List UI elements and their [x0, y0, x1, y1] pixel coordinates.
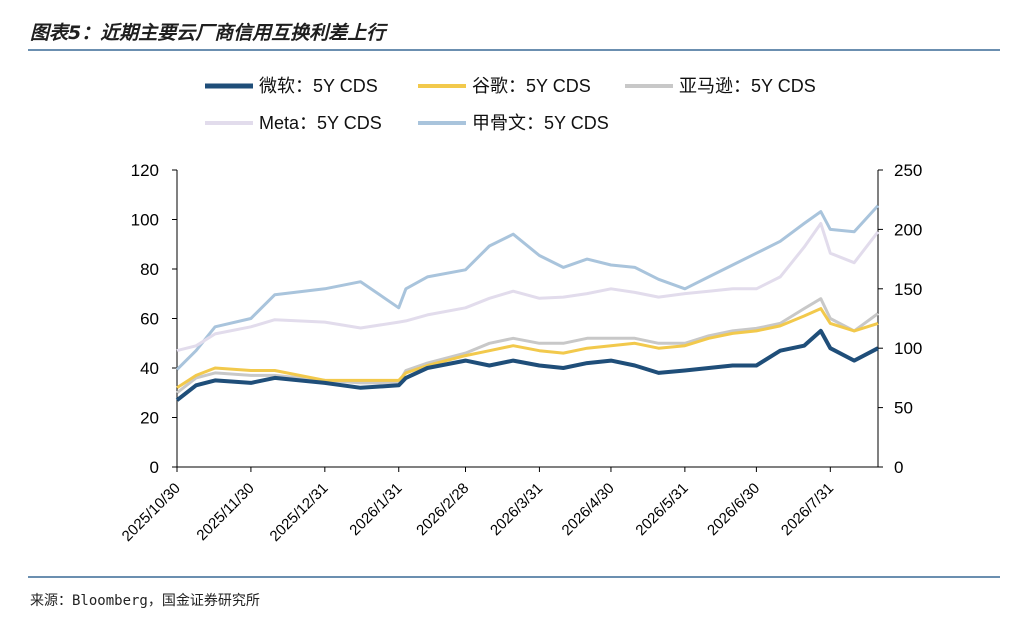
x-tick-label: 2025/10/30 — [119, 480, 184, 545]
legend-label: 谷歌：5Y CDS — [472, 76, 591, 96]
series-line — [175, 328, 879, 402]
x-tick-label: 2026/1/31 — [346, 480, 405, 539]
left-tick-label: 20 — [140, 409, 159, 428]
x-tick-label: 2026/6/30 — [704, 480, 763, 539]
right-tick-label: 200 — [894, 220, 922, 239]
series-line — [176, 297, 879, 394]
left-tick-label: 60 — [140, 310, 159, 329]
legend-label: 微软：5Y CDS — [259, 76, 378, 96]
left-tick-label: 0 — [150, 458, 159, 477]
right-tick-label: 50 — [894, 399, 913, 418]
series-line — [175, 204, 880, 371]
left-tick-label: 80 — [140, 260, 159, 279]
x-tick-label: 2026/2/28 — [413, 480, 472, 539]
source-note: 来源：Bloomberg，国金证券研究所 — [30, 593, 260, 609]
x-tick-label: 2025/11/30 — [193, 480, 257, 544]
left-tick-label: 100 — [131, 211, 159, 230]
x-tick-label: 2026/5/31 — [632, 480, 691, 539]
right-tick-label: 250 — [894, 161, 922, 180]
right-tick-label: 150 — [894, 280, 922, 299]
series-line — [176, 222, 880, 353]
legend-label: 亚马逊：5Y CDS — [679, 76, 816, 96]
x-tick-label: 2026/3/31 — [487, 480, 546, 539]
left-tick-label: 40 — [140, 359, 159, 378]
x-tick-label: 2026/7/31 — [778, 480, 837, 539]
figure-title: 图表5：近期主要云厂商信用互换利差上行 — [30, 22, 386, 44]
legend-label: 甲骨文：5Y CDS — [472, 113, 609, 133]
bottom-rule — [28, 576, 1000, 578]
x-tick-label: 2026/4/30 — [559, 480, 618, 539]
right-tick-label: 100 — [894, 339, 922, 358]
x-tick-label: 2025/12/31 — [267, 480, 332, 545]
series-line — [176, 307, 879, 390]
top-rule — [28, 49, 1000, 51]
left-tick-label: 120 — [131, 161, 159, 180]
right-tick-label: 0 — [894, 458, 903, 477]
legend-label: Meta：5Y CDS — [259, 113, 382, 133]
